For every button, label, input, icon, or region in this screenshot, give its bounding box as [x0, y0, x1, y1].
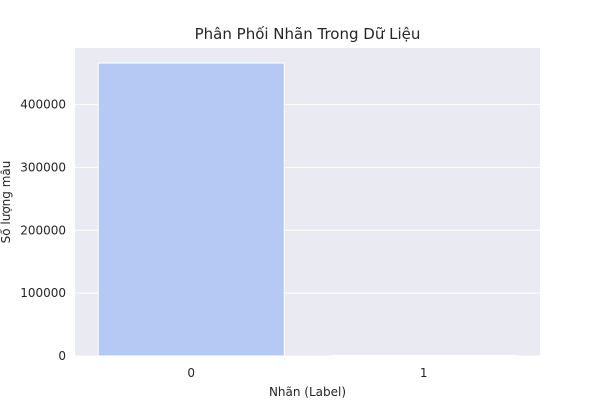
- x-tick-label: 0: [187, 366, 195, 380]
- x-axis-label: Nhãn (Label): [269, 385, 346, 399]
- chart-title: Phân Phối Nhãn Trong Dữ Liệu: [195, 25, 421, 43]
- y-tick-label: 100000: [20, 286, 66, 300]
- bars: [97, 62, 518, 357]
- y-axis-label: Số lượng mẫu: [0, 161, 13, 244]
- y-tick-labels: 0 100000 200000 300000 400000: [20, 98, 66, 363]
- x-tick-label: 1: [420, 366, 428, 380]
- bar-1: [330, 354, 518, 357]
- y-tick-label: 200000: [20, 223, 66, 237]
- y-tick-label: 300000: [20, 160, 66, 174]
- y-tick-label: 400000: [20, 98, 66, 112]
- bar-0: [97, 62, 285, 357]
- y-tick-label: 0: [58, 349, 66, 363]
